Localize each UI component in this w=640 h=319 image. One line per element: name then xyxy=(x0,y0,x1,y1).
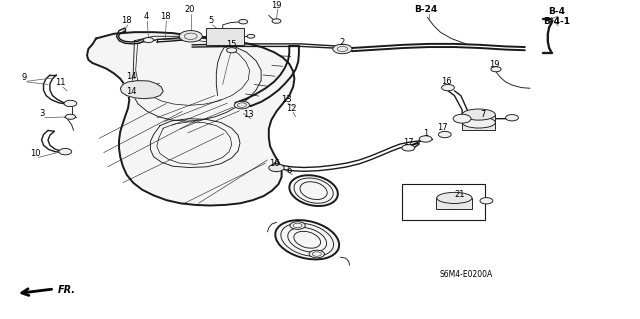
Polygon shape xyxy=(120,81,163,99)
Ellipse shape xyxy=(289,175,338,206)
Text: 9: 9 xyxy=(22,73,27,82)
Ellipse shape xyxy=(462,109,495,120)
Circle shape xyxy=(309,250,324,258)
Ellipse shape xyxy=(462,117,495,128)
Circle shape xyxy=(419,136,432,142)
Text: 15: 15 xyxy=(227,40,237,49)
Text: 10: 10 xyxy=(30,149,40,158)
Text: 4: 4 xyxy=(143,12,148,21)
Text: B-4-1: B-4-1 xyxy=(543,17,570,26)
Circle shape xyxy=(234,101,250,109)
Text: 5: 5 xyxy=(209,16,214,25)
Bar xyxy=(436,198,472,209)
Text: B-4: B-4 xyxy=(548,7,565,16)
Text: 13: 13 xyxy=(282,95,292,104)
Ellipse shape xyxy=(275,220,339,259)
Text: 14: 14 xyxy=(126,72,136,81)
Text: 11: 11 xyxy=(56,78,66,87)
Text: 16: 16 xyxy=(269,159,279,167)
Text: 12: 12 xyxy=(286,104,296,113)
Text: 14: 14 xyxy=(126,87,136,96)
Circle shape xyxy=(269,164,284,172)
Text: 18: 18 xyxy=(160,12,170,21)
Circle shape xyxy=(491,67,501,72)
Circle shape xyxy=(272,19,281,23)
Ellipse shape xyxy=(436,198,472,209)
Circle shape xyxy=(453,114,471,123)
Text: 2: 2 xyxy=(340,38,345,47)
Text: 19: 19 xyxy=(271,1,282,10)
Bar xyxy=(206,28,244,46)
Text: 17: 17 xyxy=(438,123,448,132)
Bar xyxy=(402,184,485,220)
Text: 13: 13 xyxy=(243,110,253,119)
Circle shape xyxy=(480,197,493,204)
Text: 1: 1 xyxy=(423,129,428,138)
Text: 17: 17 xyxy=(403,137,413,147)
Circle shape xyxy=(438,131,451,138)
Text: S6M4-E0200A: S6M4-E0200A xyxy=(439,270,493,279)
Text: 3: 3 xyxy=(39,109,44,118)
Circle shape xyxy=(65,114,76,119)
Text: 19: 19 xyxy=(489,60,499,69)
Circle shape xyxy=(333,44,352,54)
Circle shape xyxy=(402,145,415,151)
Circle shape xyxy=(64,100,77,107)
Circle shape xyxy=(506,115,518,121)
Text: 6: 6 xyxy=(287,167,292,175)
Circle shape xyxy=(227,48,237,53)
Circle shape xyxy=(290,222,305,229)
Bar xyxy=(462,115,495,130)
Text: 20: 20 xyxy=(184,5,195,14)
Text: FR.: FR. xyxy=(58,285,76,295)
Text: 16: 16 xyxy=(442,78,452,86)
Text: 18: 18 xyxy=(121,16,131,25)
Circle shape xyxy=(247,34,255,38)
Circle shape xyxy=(179,31,202,42)
Circle shape xyxy=(143,38,154,43)
Ellipse shape xyxy=(436,192,472,204)
Text: 21: 21 xyxy=(454,190,465,199)
Circle shape xyxy=(239,19,248,24)
Polygon shape xyxy=(87,32,294,205)
Text: B-24: B-24 xyxy=(414,5,437,14)
Circle shape xyxy=(442,85,454,91)
Text: 7: 7 xyxy=(481,110,486,119)
Circle shape xyxy=(59,148,72,155)
